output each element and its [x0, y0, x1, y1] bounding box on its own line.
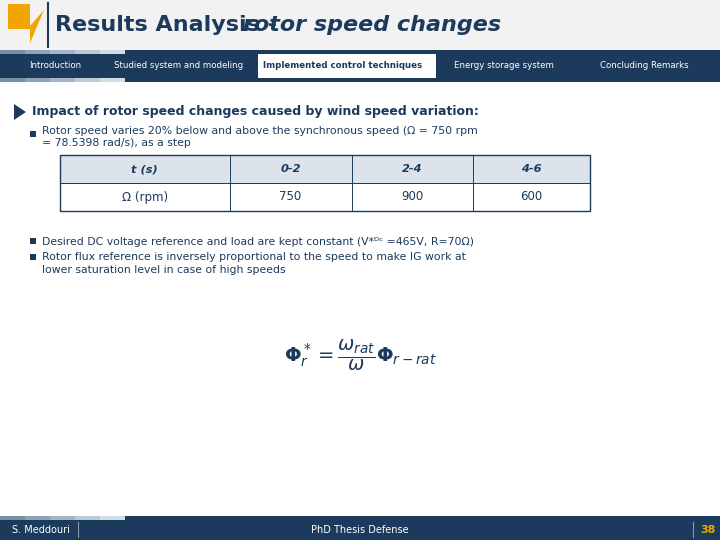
Text: 4-6: 4-6: [521, 164, 542, 174]
Text: 0-2: 0-2: [280, 164, 301, 174]
Bar: [0, 0, 720, 50]
Text: 38: 38: [701, 525, 716, 535]
Bar: [125, 50, 720, 54]
Bar: [30, 254, 36, 260]
Text: Implemented control techniques: Implemented control techniques: [264, 62, 423, 71]
Bar: [25, 50, 50, 54]
Text: lower saturation level in case of high speeds: lower saturation level in case of high s…: [42, 265, 286, 275]
Bar: [60, 183, 590, 211]
Bar: [0, 54, 720, 78]
Polygon shape: [8, 4, 44, 43]
Bar: [25, 516, 50, 520]
Text: S. Meddouri: S. Meddouri: [12, 525, 70, 535]
Bar: [75, 78, 100, 82]
Text: Rotor speed varies 20% below and above the synchronous speed (Ω = 750 rpm: Rotor speed varies 20% below and above t…: [42, 126, 478, 136]
Bar: [0, 78, 25, 82]
Bar: [50, 50, 75, 54]
Bar: [30, 238, 36, 244]
Text: Results Analysis -: Results Analysis -: [55, 15, 284, 35]
Bar: [75, 516, 100, 520]
Polygon shape: [14, 104, 26, 120]
Text: Impact of rotor speed changes caused by wind speed variation:: Impact of rotor speed changes caused by …: [32, 105, 479, 118]
Text: Concluding Remarks: Concluding Remarks: [600, 62, 689, 71]
Bar: [50, 516, 75, 520]
Bar: [50, 78, 75, 82]
Text: Rotor flux reference is inversely proportional to the speed to make IG work at: Rotor flux reference is inversely propor…: [42, 252, 466, 262]
Bar: [258, 54, 436, 78]
Polygon shape: [436, 54, 444, 78]
Bar: [100, 50, 125, 54]
Bar: [25, 78, 50, 82]
Bar: [60, 155, 590, 183]
Bar: [75, 50, 100, 54]
Bar: [125, 78, 720, 82]
Text: = 78.5398 rad/s), as a step: = 78.5398 rad/s), as a step: [42, 138, 191, 148]
Bar: [125, 516, 720, 520]
Bar: [30, 131, 36, 137]
Text: 750: 750: [279, 191, 302, 204]
Text: 600: 600: [521, 191, 543, 204]
Text: Energy storage system: Energy storage system: [454, 62, 554, 71]
Bar: [0, 50, 25, 54]
Text: t (s): t (s): [132, 164, 158, 174]
Bar: [100, 78, 125, 82]
Text: PhD Thesis Defense: PhD Thesis Defense: [311, 525, 409, 535]
Text: Studied system and modeling: Studied system and modeling: [114, 62, 243, 71]
Text: rotor speed changes: rotor speed changes: [243, 15, 501, 35]
Bar: [0, 516, 25, 520]
Bar: [0, 82, 720, 516]
Text: 900: 900: [401, 191, 423, 204]
Text: Introduction: Introduction: [29, 62, 81, 71]
Bar: [100, 516, 125, 520]
Text: Ω (rpm): Ω (rpm): [122, 191, 168, 204]
Bar: [0, 520, 720, 540]
Bar: [60, 155, 590, 211]
Text: $\mathbf{\Phi}_r^* = \dfrac{\omega_{rat}}{\omega}\mathbf{\Phi}_{r-rat}$: $\mathbf{\Phi}_r^* = \dfrac{\omega_{rat}…: [284, 338, 436, 373]
Text: 2-4: 2-4: [402, 164, 423, 174]
Text: Desired DC voltage reference and load are kept constant (V*ᴰᶜ =465V, R=70Ω): Desired DC voltage reference and load ar…: [42, 237, 474, 247]
